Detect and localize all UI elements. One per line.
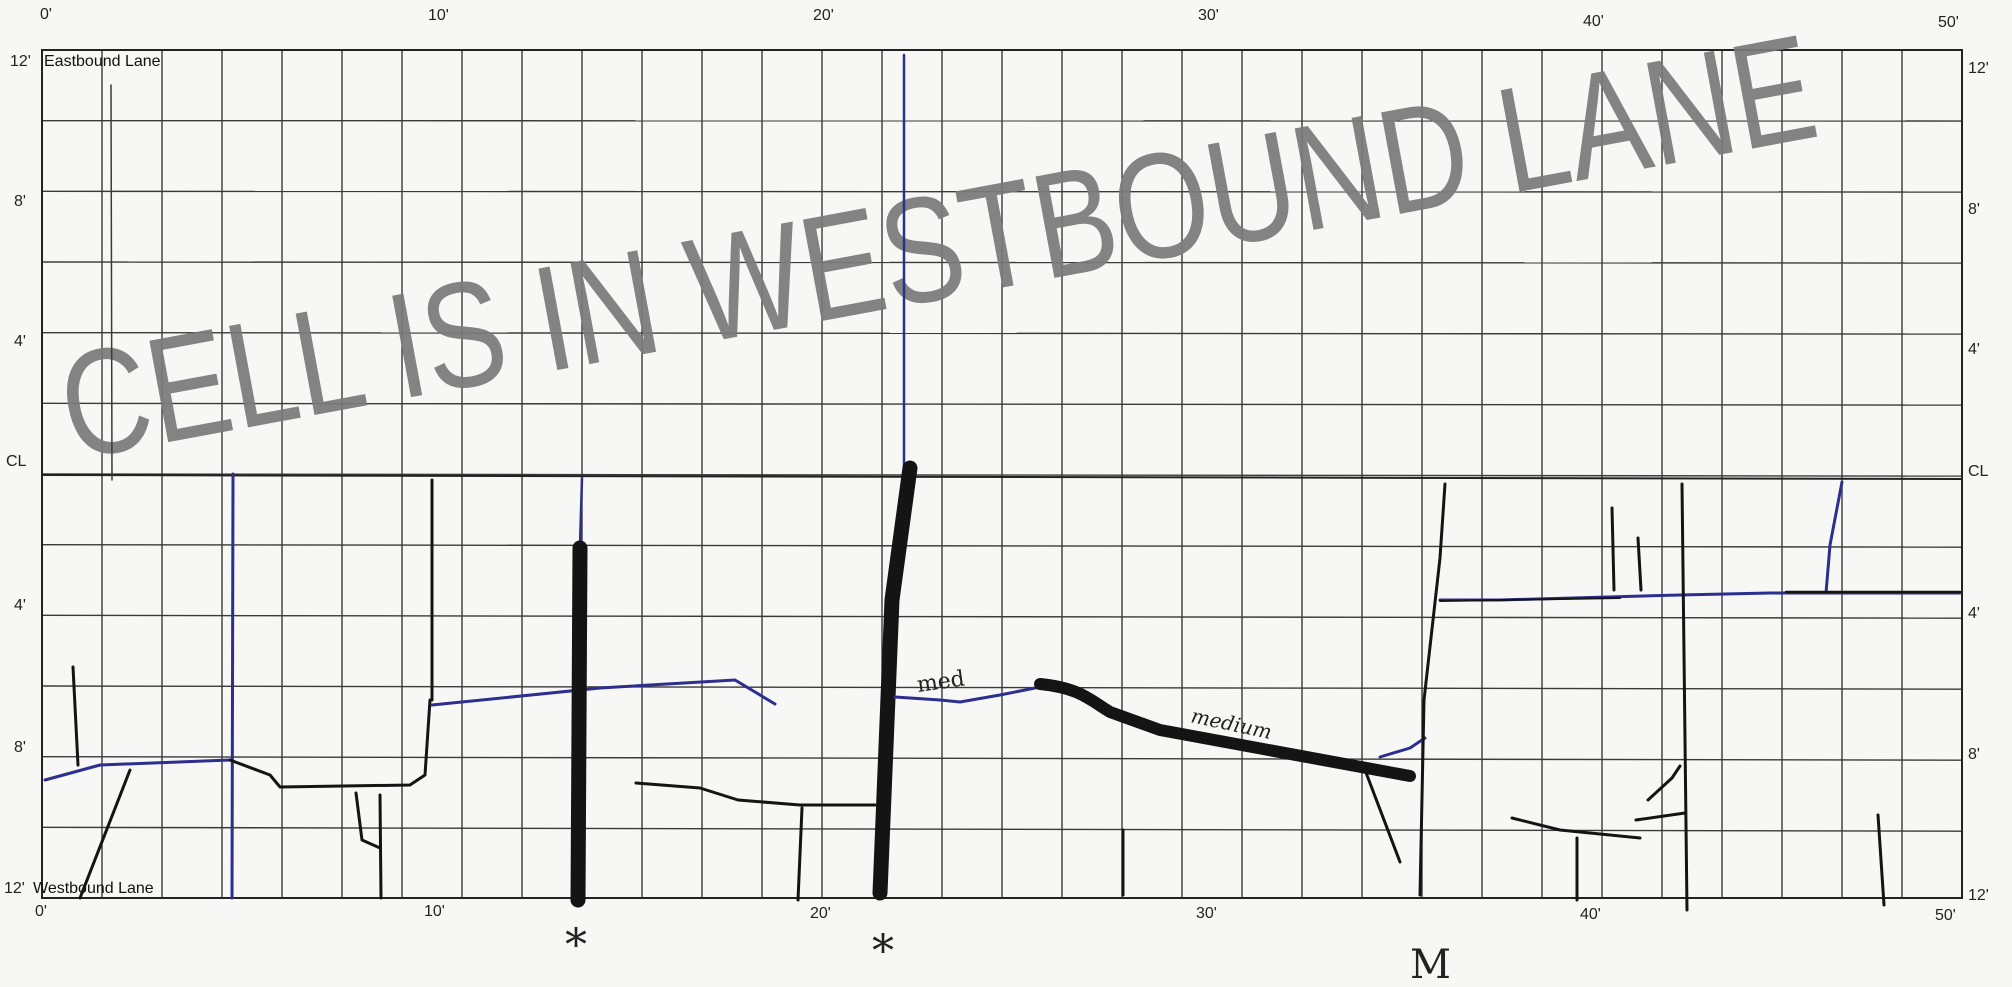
grid-line-horizontal: [41, 755, 1963, 761]
left-tick-label: 4': [14, 597, 26, 614]
grid-line-horizontal: [41, 473, 1963, 477]
crack-trace: [1634, 811, 1687, 822]
left-tick-label: 8': [14, 739, 26, 756]
top-tick-label: 50': [1938, 14, 1959, 31]
bottom-tick-label: 20': [810, 905, 831, 922]
left-tick-label: 12': [10, 53, 31, 70]
grid: [41, 50, 1963, 898]
crack-trace: [43, 758, 232, 782]
bottom-tick-label: 30': [1196, 905, 1217, 922]
right-tick-label: 12': [1968, 60, 1989, 77]
grid-line-horizontal: [41, 543, 1963, 548]
crack-trace: [230, 472, 235, 900]
right-tick-label: 8': [1968, 201, 1980, 218]
grid-line-horizontal: [41, 331, 1963, 335]
crack-trace: [1378, 736, 1427, 759]
right-tick-label: 4': [1968, 605, 1980, 622]
right-tick-label: 12': [1968, 887, 1989, 904]
left-offset-axis: 12' 8' 4' CL 4' 8' 12': [4, 53, 31, 897]
bottom-tick-label: 40': [1580, 906, 1601, 923]
right-tick-label: 8': [1968, 746, 1980, 763]
crack-trace: [430, 678, 777, 707]
top-tick-label: 20': [813, 7, 834, 24]
star-mark: *: [872, 926, 894, 977]
crack-trace: [634, 781, 877, 807]
right-tick-label: 4': [1968, 341, 1980, 358]
bottom-tick-label: 50': [1935, 907, 1956, 924]
top-distance-axis: 0' 10' 20' 30' 40' 50': [40, 6, 1959, 31]
crack-traces: [43, 53, 1962, 912]
thick-crack: [570, 540, 588, 908]
crack-trace: [1824, 480, 1844, 595]
star-mark: *: [565, 920, 587, 971]
crack-trace: [1876, 813, 1886, 907]
top-tick-label: 40': [1583, 13, 1604, 30]
eastbound-lane-label: Eastbound Lane: [44, 53, 161, 70]
right-tick-label: CL: [1968, 463, 1989, 480]
crack-trace: [378, 793, 383, 900]
grid-line-horizontal: [41, 190, 1963, 193]
crack-trace: [1610, 506, 1616, 592]
crack-trace: [893, 685, 1042, 704]
bottom-tick-label: 0': [35, 903, 47, 920]
westbound-lane-label: Westbound Lane: [33, 880, 154, 897]
crack-trace: [78, 768, 132, 900]
top-tick-label: 30': [1198, 7, 1219, 24]
thick-crack: [872, 460, 918, 901]
sheet-border: [41, 49, 1963, 899]
bottom-tick-label: 10': [424, 903, 445, 920]
crack-trace: [1646, 764, 1682, 802]
top-tick-label: 0': [40, 6, 52, 23]
left-tick-label: CL: [6, 453, 27, 470]
left-tick-label: 12': [4, 880, 25, 897]
bottom-distance-axis: 0' 10' 20' 30' 40' 50': [35, 903, 1956, 924]
left-tick-label: 8': [14, 193, 26, 210]
crack-trace: [1510, 816, 1642, 840]
centerline: [41, 474, 1963, 480]
crack-trace: [1363, 768, 1402, 864]
grid-line-horizontal: [41, 685, 1963, 690]
grid-line-horizontal: [41, 614, 1963, 619]
m-mark: M: [1410, 942, 1451, 987]
grid-line-horizontal: [41, 402, 1963, 406]
crack-trace: [1418, 482, 1447, 897]
crack-trace: [578, 476, 584, 547]
grid-line-horizontal: [41, 826, 1963, 832]
crack-trace: [354, 791, 382, 850]
crack-trace: [71, 665, 80, 767]
crack-trace: [228, 698, 432, 789]
grid-line-horizontal: [41, 261, 1963, 264]
top-tick-label: 10': [428, 7, 449, 24]
crack-trace: [796, 806, 804, 902]
right-offset-axis: 12' 8' 4' CL 4' 8' 12': [1968, 60, 1989, 904]
crack-trace: [1439, 597, 1621, 602]
crack-trace: [1636, 536, 1643, 592]
left-tick-label: 4': [14, 333, 26, 350]
thick-crack: [1034, 678, 1416, 782]
crack-trace: [110, 84, 113, 481]
crack-trace: [1680, 482, 1689, 912]
